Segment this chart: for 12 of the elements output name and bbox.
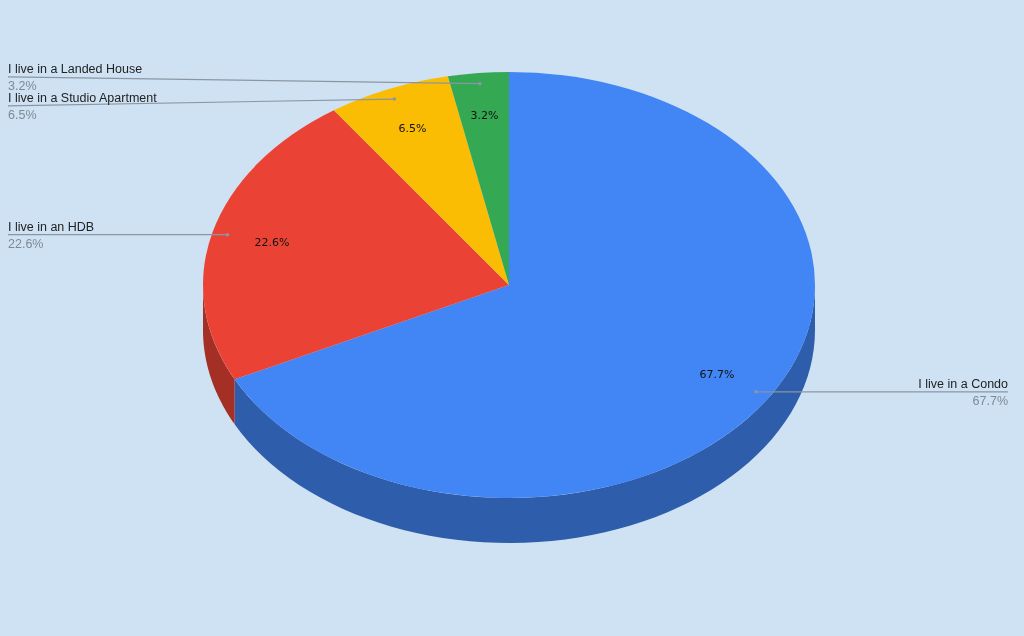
data-label: 22.6% — [254, 236, 290, 250]
slice-label: I live in a Landed House — [8, 61, 143, 76]
text: 6.5% — [8, 107, 37, 122]
text: 22.6% — [8, 236, 44, 251]
text: 67.7% — [972, 393, 1008, 408]
text: 3.2% — [8, 78, 37, 93]
data-label: 67.7% — [699, 368, 735, 382]
slice-label: I live in an HDB — [8, 219, 95, 234]
slice-label: I live in a Condo — [918, 376, 1009, 391]
slice-label: I live in a Studio Apartment — [8, 90, 158, 105]
data-label: 3.2% — [470, 108, 499, 122]
data-label: 6.5% — [398, 121, 427, 135]
